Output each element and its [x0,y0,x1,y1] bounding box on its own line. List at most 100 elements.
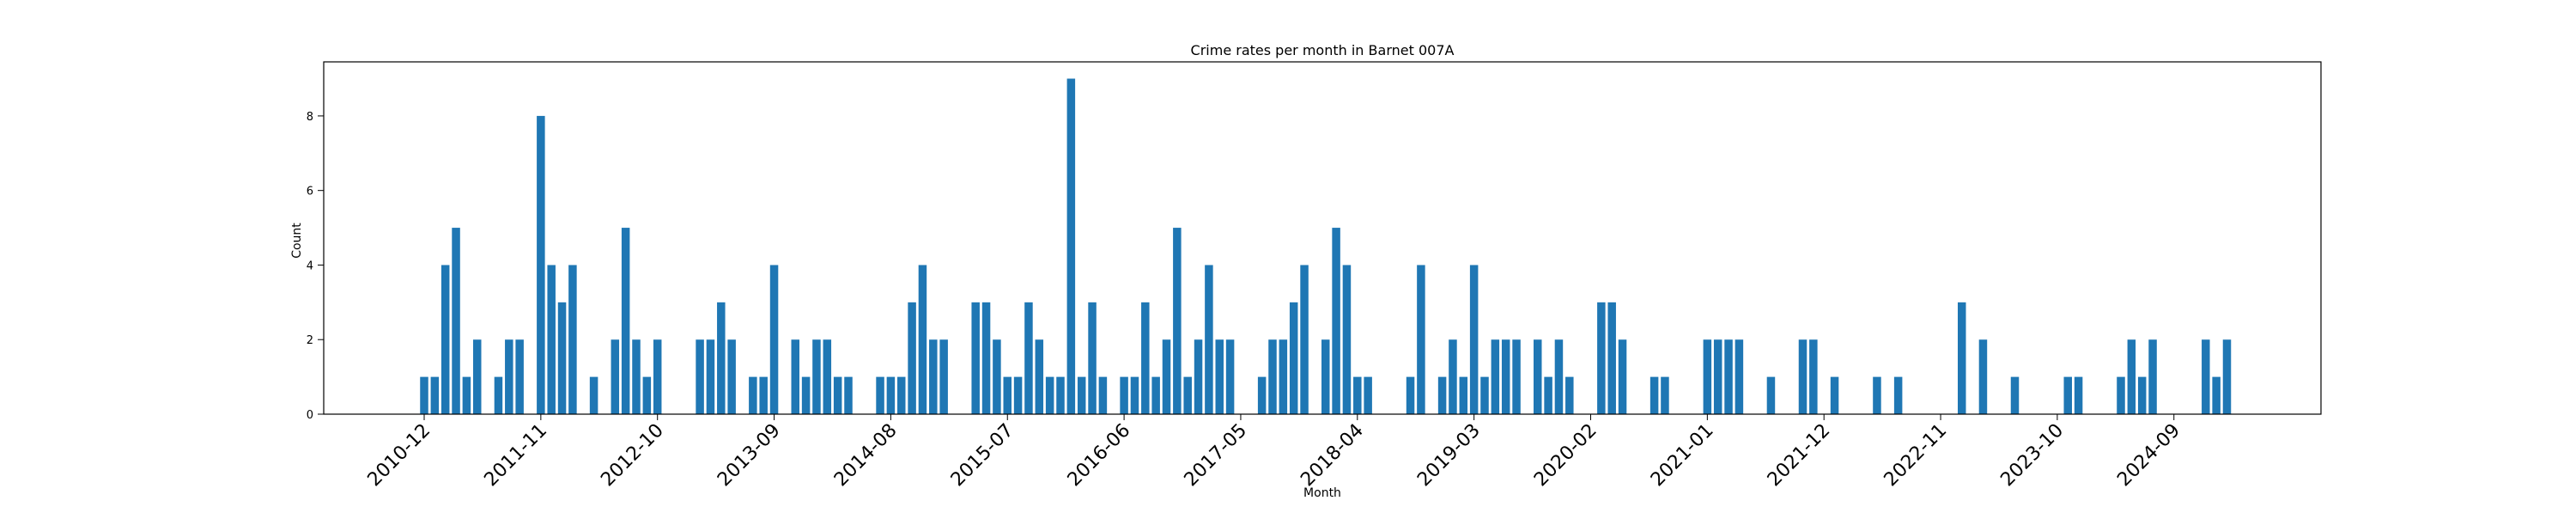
bar-2019-03 [1469,265,1479,414]
bar-2019-02 [1459,376,1468,414]
bar-2014-08 [886,376,896,414]
bar-2025-01 [2212,376,2221,414]
bar-2016-03 [1088,302,1097,414]
bar-2014-09 [897,376,906,414]
bar-2013-09 [769,265,779,414]
bar-2016-12 [1183,376,1192,414]
bar-2018-09 [1406,376,1415,414]
bar-2015-10 [1035,339,1044,414]
bar-2012-09 [642,376,652,414]
bar-2012-06 [611,339,620,414]
bar-2023-06 [2010,376,2020,414]
bar-2022-07 [1893,376,1903,414]
bar-2013-05 [727,339,736,414]
x-tick-label: 2011-11 [480,420,551,492]
bar-2019-09 [1534,339,1542,414]
x-tick-label: 2014-08 [830,420,902,492]
bar-2018-12 [1437,376,1447,414]
bar-2013-02 [696,339,704,414]
bar-2014-02 [823,339,832,414]
bar-2012-01 [557,302,567,414]
bar-2016-09 [1151,376,1160,414]
bar-2010-12 [420,376,428,414]
y-tick-label: 8 [307,111,313,124]
x-tick-label: 2019-03 [1413,420,1485,492]
bar-2020-03 [1597,302,1606,414]
bar-2015-05 [981,302,991,414]
bar-2021-11 [1809,339,1818,414]
bar-2024-04 [2117,376,2125,414]
bar-2013-11 [791,339,799,414]
bar-2015-06 [993,339,1001,414]
bar-2021-03 [1724,339,1733,414]
bar-2018-03 [1342,265,1352,414]
bar-2019-07 [1512,339,1521,414]
bar-2019-04 [1480,376,1489,414]
bar-2025-02 [2222,339,2232,414]
y-axis: 0 2 4 6 8 [307,111,324,422]
bar-2017-04 [1225,339,1235,414]
bar-2022-01 [1830,376,1839,414]
x-tick-label: 2016-06 [1064,420,1135,492]
bar-2015-04 [971,302,980,414]
bar-2020-05 [1618,339,1627,414]
bar-2017-10 [1289,302,1298,414]
x-tick-label: 2021-12 [1764,420,1835,492]
x-tick-label: 2022-11 [1880,420,1952,492]
bar-2014-11 [918,265,927,414]
bar-2018-01 [1321,339,1330,414]
bar-2014-01 [812,339,821,414]
bar-2019-11 [1554,339,1564,414]
x-tick-label: 2012-10 [597,420,668,492]
x-tick-label: 2020-02 [1530,420,1601,492]
bar-2011-03 [452,228,460,414]
y-tick-label: 2 [307,334,313,347]
bar-2013-04 [717,302,726,414]
bar-2016-02 [1077,376,1086,414]
bar-2020-09 [1661,376,1669,414]
bar-2020-08 [1649,376,1659,414]
bar-2011-04 [462,376,471,414]
bar-2023-03 [1978,339,1988,414]
bar-2019-01 [1449,339,1457,414]
bar-2013-03 [706,339,715,414]
bar-2017-01 [1194,339,1203,414]
bar-2018-04 [1353,376,1362,414]
bar-2015-11 [1045,376,1054,414]
bar-2021-02 [1713,339,1722,414]
bar-2019-10 [1544,376,1552,414]
bar-2019-06 [1501,339,1510,414]
bar-2016-10 [1162,339,1171,414]
bar-2015-09 [1024,302,1033,414]
bar-2014-12 [929,339,938,414]
bar-2021-01 [1703,339,1712,414]
x-tick-label: 2010-12 [364,420,435,492]
bar-2021-10 [1798,339,1807,414]
bar-2011-12 [547,265,556,414]
bar-2017-03 [1215,339,1224,414]
x-axis: 2010-12 2011-11 2012-10 2013-09 2014-08 2015-… [364,414,2184,491]
bar-2016-08 [1141,302,1150,414]
bar-2014-07 [876,376,884,414]
bar-2017-07 [1257,376,1267,414]
bar-2019-05 [1491,339,1500,414]
x-tick-label: 2024-09 [2113,420,2184,492]
bar-2016-07 [1130,376,1139,414]
bar-2014-10 [908,302,916,414]
plot-frame [323,61,2322,415]
bar-2011-01 [430,376,440,414]
bar-2012-07 [621,228,630,414]
bar-2021-07 [1766,376,1776,414]
bar-2011-09 [515,339,524,414]
bar-2024-06 [2137,376,2147,414]
bar-2011-08 [505,339,513,414]
bars-group [420,78,2232,415]
x-tick-label: 2018-04 [1297,420,1368,492]
x-tick-label: 2017-05 [1181,420,1252,492]
bar-2018-05 [1364,376,1372,414]
bar-2013-07 [749,376,757,414]
bar-2024-12 [2202,339,2210,414]
bar-2013-12 [801,376,811,414]
bar-2015-07 [1003,376,1012,414]
